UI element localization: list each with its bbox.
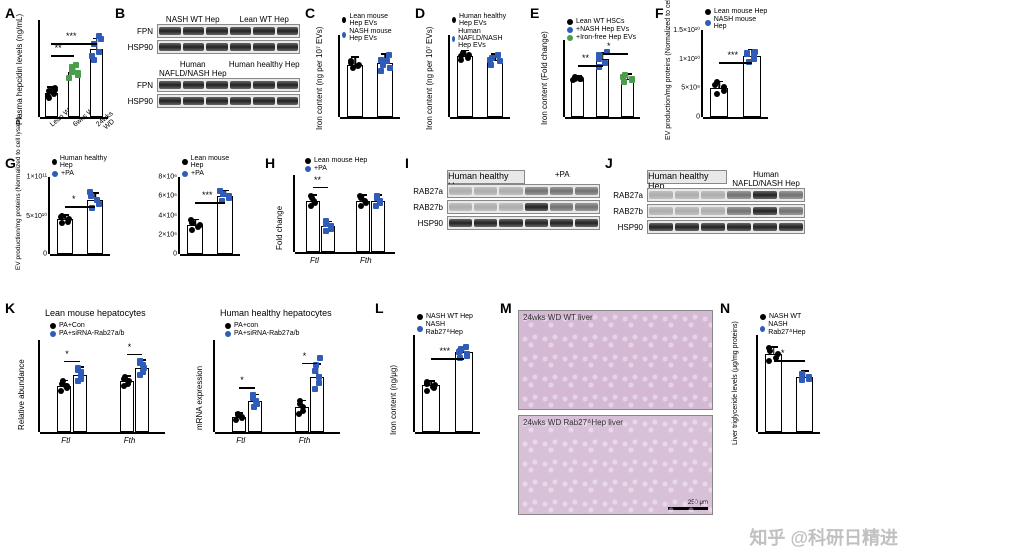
- panel-G: G *Human healthy Hep+PA05×10¹⁰1×10¹¹ EV …: [5, 155, 260, 285]
- panel-J: J Human healthy HepHuman NAFLD/NASH HepR…: [605, 155, 805, 285]
- chart-C: Lean mouse Hep EVsNASH mouse Hep EVs: [340, 35, 400, 135]
- scale-bar: [668, 507, 708, 510]
- chart-E: ** *Lean WT HSCs+NASH Hep EVs+Iron-free …: [565, 40, 640, 135]
- panel-F: F ***Lean mouse HepNASH mouse Hep05×10⁹1…: [655, 5, 780, 150]
- watermark: 知乎 @科研日精进: [749, 524, 898, 550]
- title-K-left: Lean mouse hepatocytes: [45, 308, 146, 318]
- ylabel-C: Iron content (ng per 10⁷ EVs): [315, 27, 324, 130]
- chart-A: Lean WT 6wks WD 24wks WD ** ***: [40, 20, 108, 135]
- panel-label-J: J: [605, 155, 613, 171]
- title-K-right: Human healthy hepatocytes: [220, 308, 332, 318]
- blots-I: Human healthy Hep+PARAB27aRAB27bHSP90: [405, 170, 600, 232]
- histology-bot: 24wks WD Rab27ᐞHep liver 250 μm: [518, 415, 713, 515]
- chart-K-left: Ftl Fth * *PA+ConPA+siRNA-Rab27a/b: [40, 340, 165, 450]
- blots-B: NASH WT HepLean WT HepFPNHSP90Human NAFL…: [115, 15, 300, 110]
- ylabel-A: Plasma hepcidin levels (ng/mL): [15, 14, 24, 125]
- panel-label-L: L: [375, 300, 384, 316]
- panel-N: N *NASH WTNASH Rab27ᐞHep Liver triglycer…: [720, 300, 830, 470]
- panel-label-F: F: [655, 5, 664, 21]
- chart-K-right: Ftl Fth * *PA+conPA+siRNA-Rab27a/b: [215, 340, 340, 450]
- ylabel-F: EV production/mg proteins (Normalized to…: [665, 0, 672, 140]
- histo-label-bot: 24wks WD Rab27ᐞHep liver: [523, 418, 623, 427]
- panel-B: B NASH WT HepLean WT HepFPNHSP90Human NA…: [115, 5, 300, 150]
- ylabel-K-left: Relative abundance: [17, 359, 26, 430]
- histo-label-top: 24wks WD WT liver: [523, 313, 593, 322]
- panel-label-N: N: [720, 300, 730, 316]
- panel-L: L ***NASH WT HepNASH Rab27ᐞHep Iron cont…: [375, 300, 495, 470]
- panel-M: M 24wks WD WT liver 24wks WD Rab27ᐞHep l…: [500, 300, 715, 520]
- blots-J: Human healthy HepHuman NAFLD/NASH HepRAB…: [605, 170, 805, 236]
- ylabel-H: Fold change: [275, 206, 284, 250]
- panel-label-K: K: [5, 300, 15, 316]
- panel-label-E: E: [530, 5, 539, 21]
- panel-E: E ** *Lean WT HSCs+NASH Hep EVs+Iron-fre…: [530, 5, 650, 150]
- panel-label-H: H: [265, 155, 275, 171]
- panel-C: C Lean mouse Hep EVsNASH mouse Hep EVs I…: [305, 5, 410, 150]
- panel-H: H Ftl Fth **Lean mouse Hep+PA Fold chang…: [265, 155, 400, 285]
- ylabel-L: Iron content (ng/μg): [389, 365, 398, 435]
- panel-D: D Human healthy Hep EVsHuman NAFLD/NASH …: [415, 5, 525, 150]
- panel-I: I Human healthy Hep+PARAB27aRAB27bHSP90: [405, 155, 600, 285]
- ylabel-E: Iron content (Fold change): [540, 31, 549, 125]
- ylabel-K-right: mRNA expression: [195, 366, 204, 430]
- panel-label-A: A: [5, 5, 15, 21]
- histology-top: 24wks WD WT liver: [518, 310, 713, 410]
- chart-G-left: *Human healthy Hep+PA05×10¹⁰1×10¹¹: [50, 177, 110, 272]
- chart-D: Human healthy Hep EVsHuman NAFLD/NASH He…: [450, 35, 510, 135]
- panel-K: K Lean mouse hepatocytes Human healthy h…: [5, 300, 365, 470]
- chart-G-right: ***Lean mouse Hep+PA02×10⁶4×10⁶6×10⁶8×10…: [180, 177, 240, 272]
- panel-label-I: I: [405, 155, 409, 171]
- panel-label-D: D: [415, 5, 425, 21]
- chart-F: ***Lean mouse HepNASH mouse Hep05×10⁹1×1…: [703, 30, 768, 135]
- ylabel-G: EV production/mg proteins (Normalized to…: [15, 117, 22, 270]
- chart-L: ***NASH WT HepNASH Rab27ᐞHep: [415, 335, 480, 450]
- ylabel-N: Liver triglyceride levels (μg/mg protein…: [732, 321, 739, 445]
- ylabel-D: Iron content (ng per 10⁷ EVs): [425, 27, 434, 130]
- scale-text: 250 μm: [688, 500, 708, 506]
- panel-label-M: M: [500, 300, 512, 316]
- panel-label-C: C: [305, 5, 315, 21]
- chart-H: Ftl Fth **Lean mouse Hep+PA: [295, 175, 395, 270]
- chart-N: *NASH WTNASH Rab27ᐞHep: [758, 335, 820, 450]
